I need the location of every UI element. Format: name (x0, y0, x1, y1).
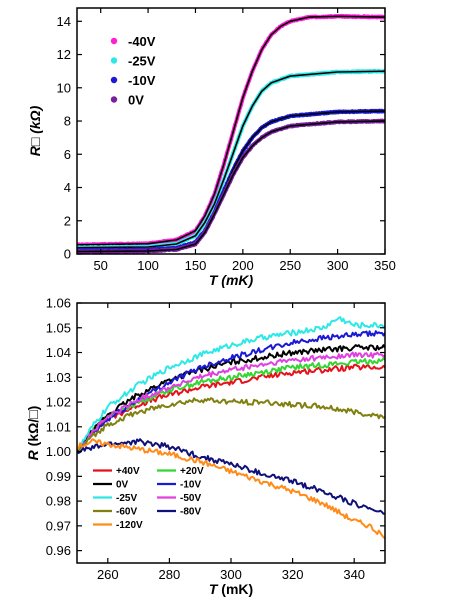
y-axis-unit: (kΩ) (27, 105, 43, 133)
series-line--25V (77, 316, 385, 455)
legend-label--60V: -60V (116, 507, 137, 518)
y-tick-label: 1.04 (46, 345, 71, 360)
y-axis-var: R (25, 446, 41, 460)
legend-marker-0V (110, 96, 118, 103)
legend-label-0V: 0V (116, 480, 129, 491)
x-tick-label: 100 (137, 258, 159, 273)
legend-label--10V: -10V (180, 480, 201, 491)
y-axis-label: R□ (kΩ) (27, 105, 43, 156)
y-tick-label: 1.02 (46, 395, 71, 410)
legend: -40V -25V -10V 0V (110, 34, 156, 108)
y-tick-label: 0.96 (46, 543, 71, 558)
y-tick-label: 1.03 (46, 370, 71, 385)
series-group (77, 13, 385, 254)
y-tick-label: 1.05 (46, 320, 71, 335)
chart-panel-1: 260 280 300 320 340 0.96 0.97 0.98 0.99 1.00 1.01 1… (25, 296, 386, 597)
y-tick-label: 8 (64, 114, 71, 129)
series-line--80V (77, 438, 385, 515)
legend: +40V +20V 0V -10V -25V -50V -60V -80V -120V (93, 466, 204, 531)
x-tick-label: 280 (159, 567, 181, 582)
series-line--50V (77, 351, 385, 454)
series-line--40V (77, 13, 385, 248)
legend-label-0V: 0V (128, 93, 144, 108)
legend-label--10V: -10V (128, 73, 156, 88)
series-line-+20V (77, 357, 385, 453)
legend-label--25V: -25V (116, 493, 137, 504)
fit-line-0V (77, 120, 385, 253)
x-tick-label: 250 (279, 258, 301, 273)
y-tick-label: 0.97 (46, 518, 71, 533)
x-tick-label: 260 (97, 567, 119, 582)
x-tick-label: 200 (232, 258, 254, 273)
legend-marker--40V (110, 37, 118, 45)
x-tick-label: 320 (282, 567, 304, 582)
legend-marker--10V (110, 76, 118, 84)
legend-label--25V: -25V (128, 54, 156, 69)
y-tick-label: 6 (64, 147, 71, 162)
y-axis-label: R (kΩ/□) (25, 406, 41, 461)
x-tick-label: 300 (220, 567, 242, 582)
y-axis-var: R□ (27, 134, 43, 156)
legend-label-+40V: +40V (116, 466, 140, 477)
y-tick-label: 0 (64, 247, 71, 262)
x-axis-unit: (mK) (221, 272, 253, 288)
fit-line--25V (77, 70, 385, 249)
y-axis-unit: (kΩ/□) (25, 406, 41, 447)
x-tick-label: 50 (93, 258, 107, 273)
series-line--120V (77, 438, 385, 540)
series-group (77, 316, 385, 540)
y-tick-label: 0.98 (46, 494, 71, 509)
y-tick-label: 2 (64, 213, 71, 228)
y-tick-label: 14 (57, 14, 71, 29)
x-axis-unit: (mK) (221, 581, 253, 597)
x-axis-var: T (209, 581, 221, 597)
legend-marker--25V (110, 57, 118, 64)
series-line-0V (77, 344, 385, 452)
x-tick-label: 150 (185, 258, 207, 273)
y-tick-label: 0.99 (46, 469, 71, 484)
y-tick-label: 1.01 (46, 419, 71, 434)
plot-frame (76, 7, 386, 255)
chart-panel-0: 50 100 150 200 250 300 350 0 2 4 6 8 10 12 14 T (mK) R□ … (27, 7, 396, 288)
x-axis-label: T (mK) (209, 581, 253, 597)
x-tick-label: 300 (327, 258, 349, 273)
x-tick-label: 350 (374, 258, 396, 273)
y-tick-label: 1.00 (46, 444, 71, 459)
y-tick-label: 12 (57, 47, 71, 62)
x-axis-label: T (mK) (209, 272, 254, 288)
legend-label--50V: -50V (180, 493, 201, 504)
fit-line--40V (77, 15, 385, 246)
y-tick-label: 1.06 (46, 296, 71, 311)
x-axis-var: T (209, 272, 221, 288)
x-tick-label: 340 (343, 567, 365, 582)
legend-label--80V: -80V (180, 507, 201, 518)
legend-label-+20V: +20V (180, 466, 204, 477)
legend-label--40V: -40V (128, 34, 156, 49)
legend-label--120V: -120V (116, 520, 143, 531)
series-line--60V (77, 397, 385, 453)
y-tick-label: 4 (64, 180, 71, 195)
y-tick-label: 10 (57, 80, 71, 95)
